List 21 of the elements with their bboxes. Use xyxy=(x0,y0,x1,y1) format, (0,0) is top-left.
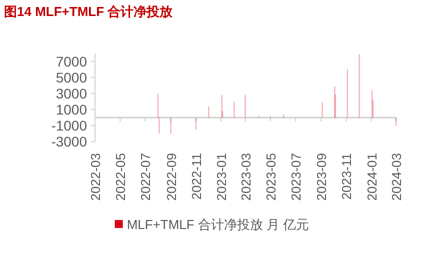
legend-label: MLF+TMLF 合计净投放 月 亿元 xyxy=(126,217,310,232)
y-tick-label: -3000 xyxy=(51,134,88,150)
x-tick-label: 2022-11 xyxy=(188,153,204,200)
y-tick-label: -1000 xyxy=(51,118,88,134)
x-tick-label: 2023-09 xyxy=(314,153,330,201)
y-tick-label: 5000 xyxy=(56,69,88,86)
x-tick-label: 2023-05 xyxy=(263,153,278,201)
x-tick-label: 2024-03 xyxy=(389,153,404,201)
x-tick-label: 2023-07 xyxy=(288,153,304,201)
x-tick-label: 2022-05 xyxy=(113,153,128,201)
x-tick-label: 2024-01 xyxy=(364,153,380,201)
x-tick-label: 2022-09 xyxy=(164,153,179,201)
x-tick-label: 2023-03 xyxy=(238,153,254,201)
x-tick-label: 2023-11 xyxy=(339,153,354,200)
y-tick-label: 1000 xyxy=(56,102,88,118)
x-tick-label: 2022-03 xyxy=(88,153,103,201)
chart-title: 图14 MLF+TMLF 合计净投放 xyxy=(4,4,174,19)
y-tick-label: 7000 xyxy=(56,53,88,70)
y-tick-label: 3000 xyxy=(56,85,88,102)
x-tick-label: 2023-01 xyxy=(214,153,229,201)
x-tick-label: 2022-07 xyxy=(138,153,154,201)
